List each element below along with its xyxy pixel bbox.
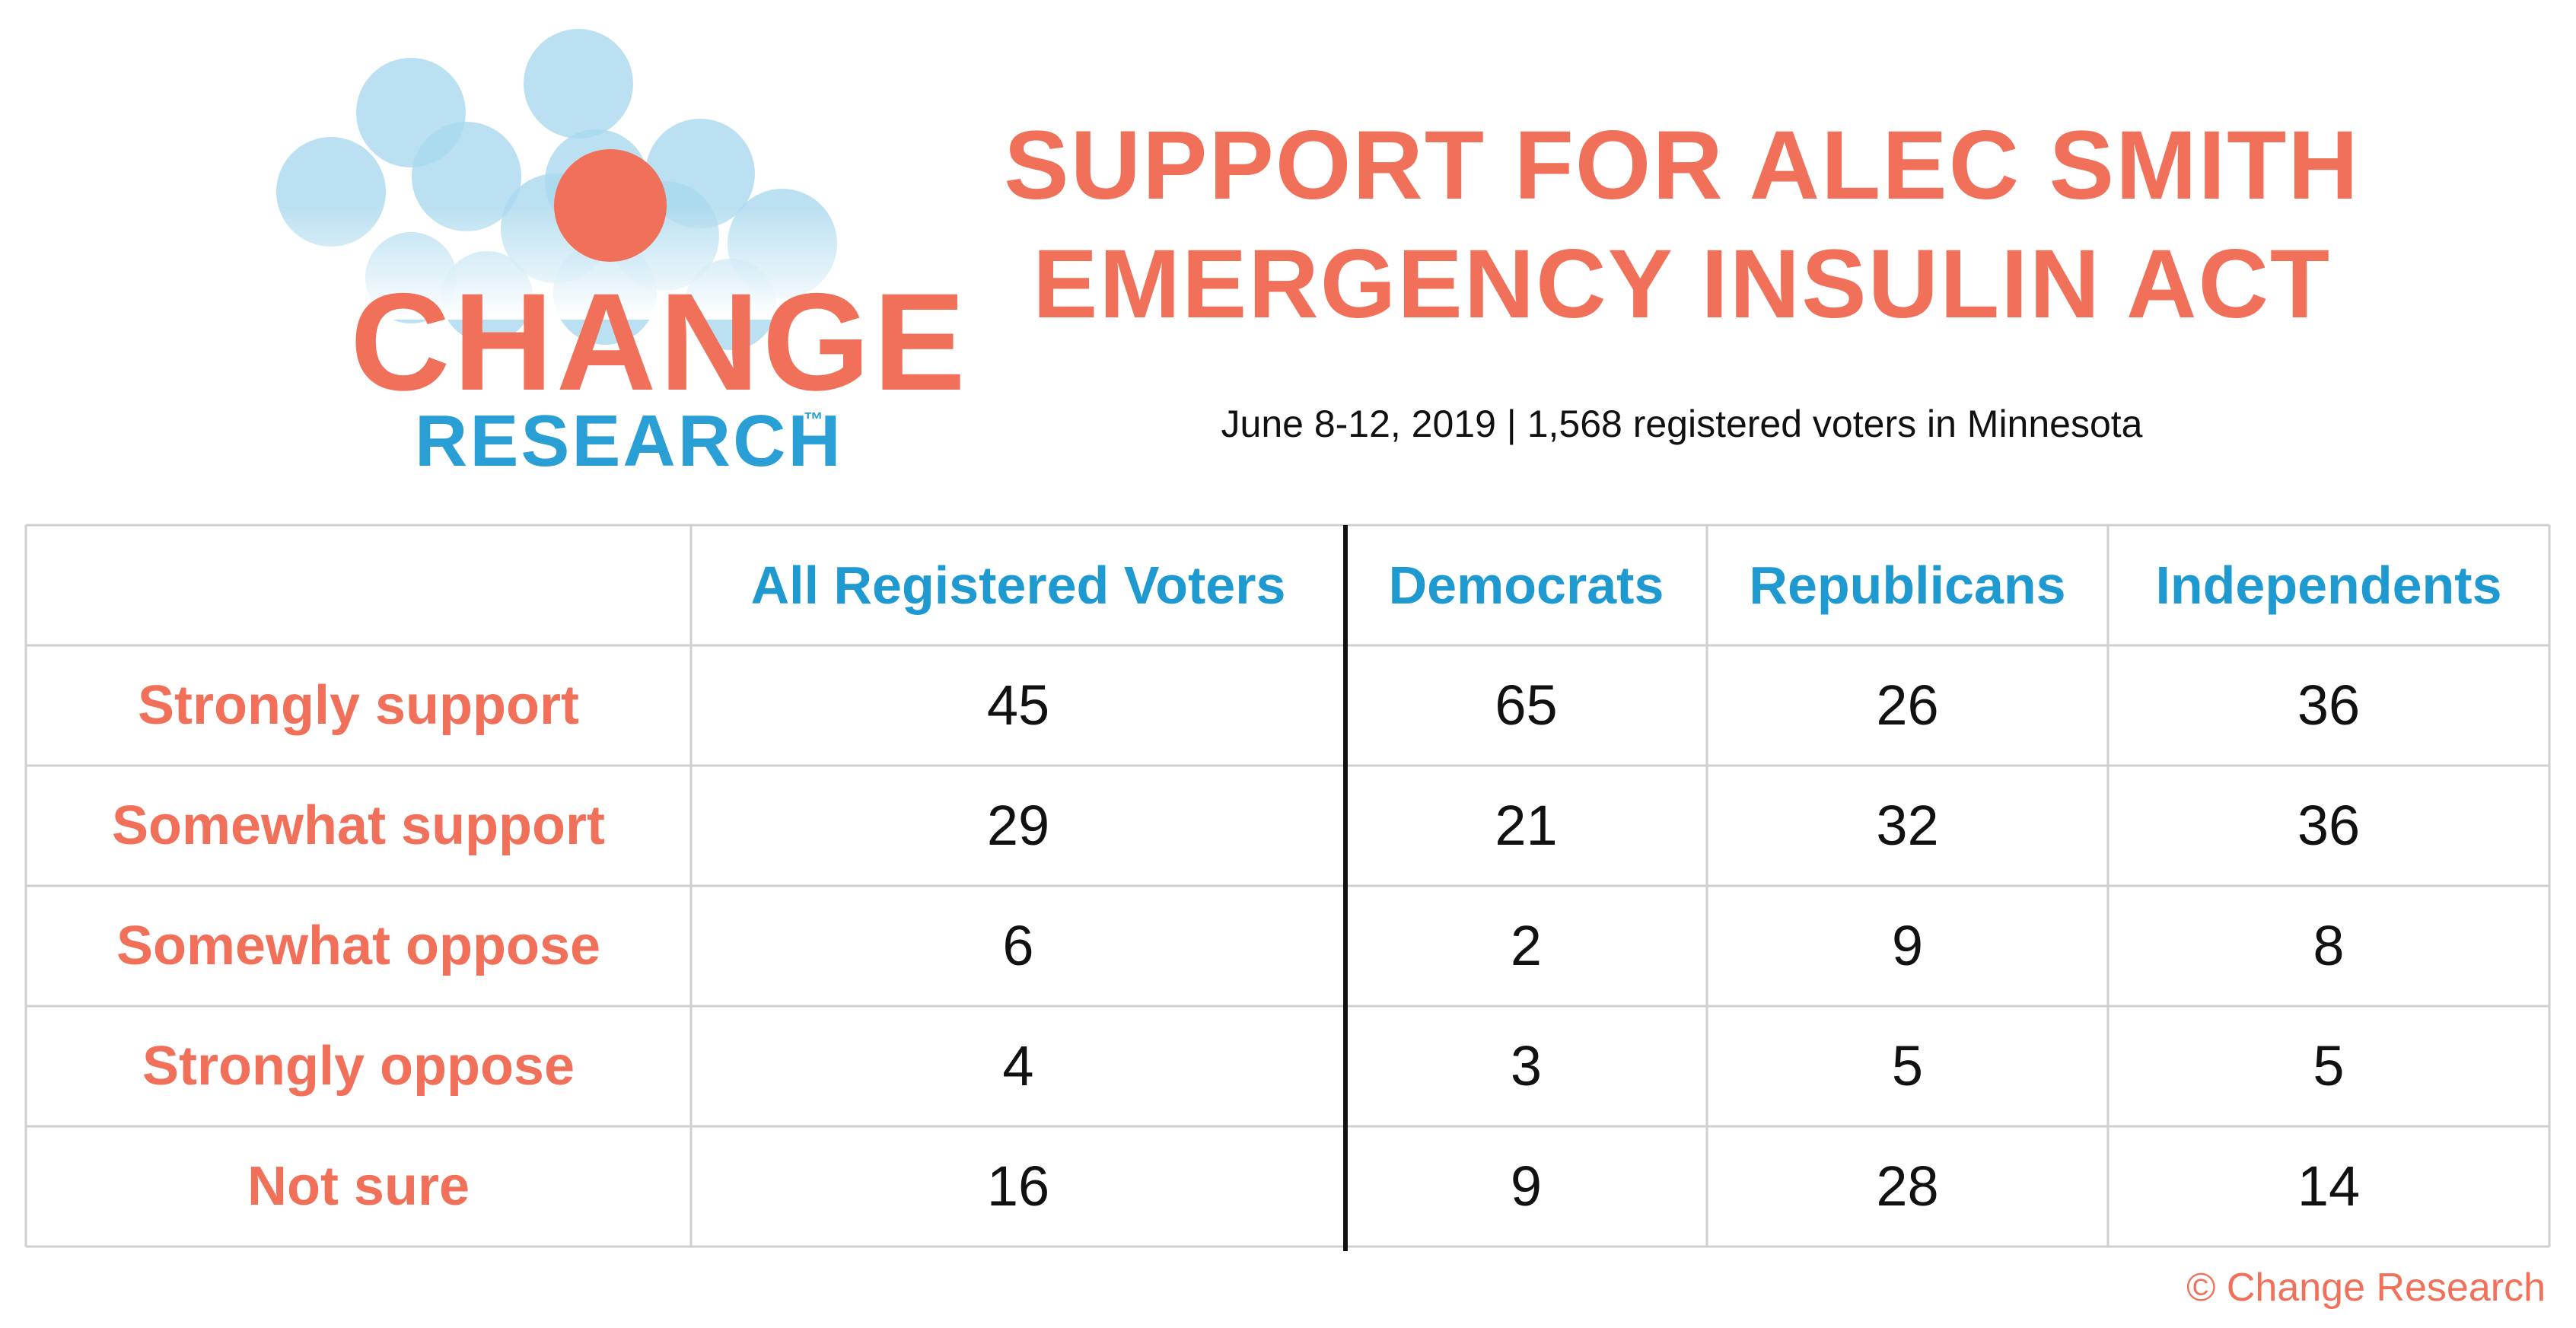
- chart-subtitle: June 8-12, 2019 | 1,568 registered voter…: [1221, 403, 2143, 445]
- logo-orange-dot: [554, 149, 667, 262]
- logo-word-research: RESEARCH: [415, 400, 843, 482]
- copyright-footer: © Change Research: [2186, 1266, 2546, 1310]
- table-cell-value: 5: [1891, 1034, 1924, 1097]
- column-header: All Registered Voters: [750, 556, 1286, 615]
- table-cell-value: 29: [986, 794, 1050, 857]
- row-label: Strongly oppose: [142, 1036, 575, 1097]
- table-cell-value: 8: [2313, 914, 2345, 977]
- table-cell-value: 3: [1510, 1034, 1543, 1097]
- table-cell-value: 14: [2297, 1154, 2361, 1218]
- table-cell-value: 4: [1002, 1034, 1034, 1097]
- table-cell-value: 9: [1891, 914, 1924, 977]
- table-cell-value: 2: [1510, 914, 1543, 977]
- table-cell-value: 6: [1002, 914, 1034, 977]
- table-cell-value: 45: [986, 674, 1050, 737]
- change-research-logo: CHANGE RESEARCH ™: [259, 15, 966, 478]
- table-cell-value: 9: [1510, 1154, 1543, 1218]
- column-header: Democrats: [1388, 556, 1664, 615]
- table-cell-value: 5: [2313, 1034, 2345, 1097]
- table-cell-value: 26: [1876, 674, 1939, 737]
- table-cell-value: 32: [1876, 794, 1939, 857]
- row-label: Strongly support: [138, 675, 579, 736]
- table-cell-value: 36: [2297, 794, 2361, 857]
- chart-title: SUPPORT FOR ALEC SMITH EMERGENCY INSULIN…: [974, 107, 2390, 344]
- logo-bubbles: [259, 29, 959, 350]
- column-header: Independents: [2155, 556, 2502, 615]
- logo-word-change: CHANGE: [350, 264, 969, 419]
- row-label: Somewhat oppose: [116, 916, 601, 976]
- logo-trademark: ™: [804, 408, 823, 431]
- row-label: Somewhat support: [111, 795, 606, 856]
- table-cell-value: 65: [1495, 674, 1558, 737]
- table-cell-value: 21: [1495, 794, 1558, 857]
- row-label: Not sure: [247, 1156, 470, 1217]
- title-line-1: SUPPORT FOR ALEC SMITH: [1004, 111, 2360, 220]
- column-header: Republicans: [1749, 556, 2066, 615]
- table-cell-value: 36: [2297, 674, 2361, 737]
- title-line-2: EMERGENCY INSULIN ACT: [1032, 230, 2332, 339]
- table-cell-value: 28: [1876, 1154, 1939, 1218]
- table-cell-value: 16: [986, 1154, 1050, 1218]
